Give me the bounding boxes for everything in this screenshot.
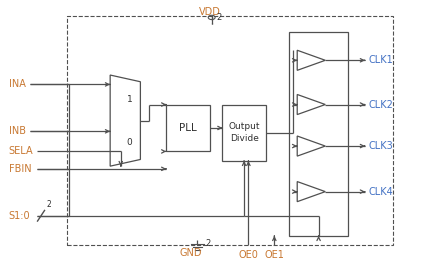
Text: INA: INA [9,79,25,90]
Text: S1:0: S1:0 [9,211,30,221]
Text: 2: 2 [46,200,51,209]
Bar [289,32,348,236]
Text: 2: 2 [205,239,210,248]
Text: 1: 1 [127,95,133,104]
Text: Output
Divide: Output Divide [229,122,260,143]
Text: OE0: OE0 [238,250,258,260]
Text: INB: INB [9,126,25,136]
Text: CLK4: CLK4 [368,187,393,197]
Text: GND: GND [179,248,202,258]
Text: VDD: VDD [199,7,221,17]
Bar [166,105,210,151]
Polygon shape [110,75,140,166]
Polygon shape [297,182,325,202]
Polygon shape [297,136,325,156]
Text: CLK3: CLK3 [368,141,393,151]
Text: PLL: PLL [179,123,197,133]
Bar [222,105,266,161]
Text: FBIN: FBIN [9,164,31,174]
Bar [67,16,393,245]
Polygon shape [297,50,325,70]
Text: CLK1: CLK1 [368,55,393,65]
Text: 0: 0 [127,137,133,147]
Polygon shape [297,95,325,115]
Text: OE1: OE1 [264,250,284,260]
Text: 2: 2 [217,13,222,22]
Text: SELA: SELA [9,146,33,157]
Text: CLK2: CLK2 [368,99,394,110]
